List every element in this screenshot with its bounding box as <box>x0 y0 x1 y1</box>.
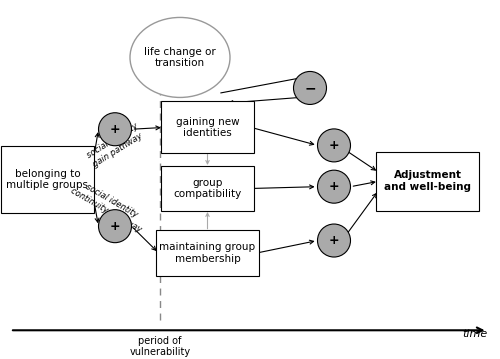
Text: social identity
gain pathway: social identity gain pathway <box>85 122 145 169</box>
Ellipse shape <box>318 224 350 257</box>
Ellipse shape <box>98 113 132 146</box>
Text: social identity
continuity pathway: social identity continuity pathway <box>70 177 148 234</box>
Text: +: + <box>328 180 340 193</box>
FancyBboxPatch shape <box>161 166 254 211</box>
Ellipse shape <box>98 210 132 243</box>
Text: +: + <box>110 220 120 233</box>
Text: group
compatibility: group compatibility <box>174 178 242 199</box>
Text: maintaining group
membership: maintaining group membership <box>160 242 256 264</box>
Text: belonging to
multiple groups: belonging to multiple groups <box>6 169 88 190</box>
FancyBboxPatch shape <box>376 151 479 211</box>
Text: +: + <box>328 139 340 152</box>
Ellipse shape <box>294 71 326 104</box>
Text: time: time <box>462 329 487 339</box>
FancyBboxPatch shape <box>161 102 254 154</box>
Text: +: + <box>110 123 120 136</box>
Text: gaining new
identities: gaining new identities <box>176 117 240 138</box>
FancyBboxPatch shape <box>2 146 94 213</box>
Text: life change or
transition: life change or transition <box>144 47 216 68</box>
FancyBboxPatch shape <box>156 230 259 276</box>
Ellipse shape <box>130 18 230 97</box>
Text: Adjustment
and well-being: Adjustment and well-being <box>384 171 471 192</box>
Text: period of
vulnerability: period of vulnerability <box>130 336 190 357</box>
Text: −: − <box>304 81 316 95</box>
Ellipse shape <box>318 170 350 203</box>
Text: +: + <box>328 234 340 247</box>
Ellipse shape <box>318 129 350 162</box>
